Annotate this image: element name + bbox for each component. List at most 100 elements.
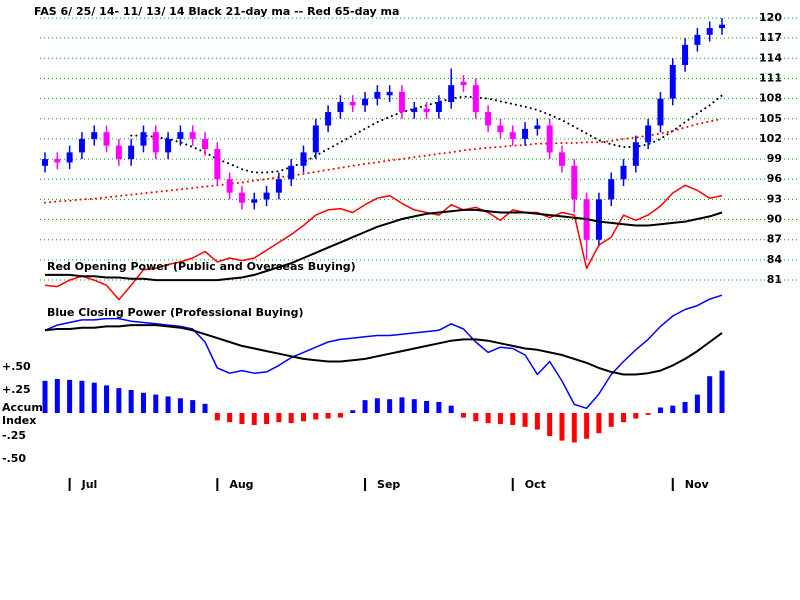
accum-bar [79, 380, 85, 413]
accum-bar [313, 413, 319, 420]
accum-bar [300, 413, 306, 422]
candle-body [91, 132, 98, 139]
y-tick-label: 84 [767, 253, 783, 266]
accum-bar [177, 398, 183, 413]
y-tick-label: 81 [767, 273, 782, 286]
candle-body [189, 132, 196, 139]
candle-body [620, 165, 627, 180]
candle-body [472, 85, 479, 113]
y-tick-label: +.25 [2, 383, 31, 396]
candle-body [103, 132, 110, 146]
candle-body [497, 125, 504, 133]
candle-body [669, 65, 676, 99]
accum-bar [227, 413, 233, 423]
accum-bar [522, 413, 528, 427]
y-tick-label: 96 [767, 172, 783, 185]
panel-title: Red Opening Power (Public and Overseas B… [47, 260, 356, 273]
accum-bar [497, 413, 503, 425]
x-tick-label: Jul [81, 478, 98, 491]
accum-bar [461, 413, 467, 418]
candle-body [300, 152, 307, 166]
y-tick-label: 117 [759, 31, 782, 44]
accum-bar [633, 413, 639, 419]
x-tick-label: Oct [525, 478, 546, 491]
accum-bar [140, 392, 146, 413]
candle-body [694, 34, 701, 45]
power-line [44, 324, 723, 376]
y-tick-label: 90 [767, 213, 783, 226]
x-tick-label: Nov [685, 478, 710, 491]
candle-body [411, 108, 418, 113]
accum-bar [337, 413, 343, 418]
y-tick-label: 114 [759, 51, 782, 64]
accum-bar [350, 410, 356, 413]
y-tick-label: 111 [759, 71, 782, 84]
candle-body [263, 192, 270, 200]
candle-body [238, 192, 245, 203]
y-tick-label: 87 [767, 233, 782, 246]
moving-average [44, 117, 723, 204]
x-tick-label: Aug [229, 478, 253, 491]
candle-body [325, 112, 332, 126]
candle-body [177, 132, 184, 139]
accum-bar [719, 370, 725, 413]
candle-body [288, 165, 295, 180]
candle-body [509, 132, 516, 139]
accum-bar [485, 413, 491, 424]
accum-bar [510, 413, 516, 425]
accum-bar [436, 401, 442, 413]
candle-body [152, 132, 159, 153]
y-tick-label: 99 [767, 152, 782, 165]
y-tick-label: 93 [767, 192, 782, 205]
y-axis-label: Accum [2, 401, 43, 414]
candle-body [349, 101, 356, 106]
candle-body [448, 85, 455, 102]
candle-body [66, 152, 73, 163]
y-tick-label: +.50 [2, 360, 31, 373]
accum-bar [411, 399, 417, 413]
candle-body [546, 125, 553, 153]
y-tick-label: -.25 [2, 429, 26, 442]
power-line [44, 294, 723, 410]
power-line [45, 208, 723, 282]
accum-bar [214, 413, 220, 421]
y-tick-label: 105 [759, 112, 782, 125]
chart-title: FAS 6/ 25/ 14- 11/ 13/ 14 Black 21-day m… [34, 5, 399, 18]
accum-bar [399, 397, 405, 413]
accum-bar [362, 400, 368, 413]
accum-bar [682, 401, 688, 413]
candle-body [202, 138, 209, 149]
accum-bar [571, 413, 577, 443]
candle-body [645, 125, 652, 143]
accum-bar [42, 380, 48, 413]
accum-bar [190, 400, 196, 413]
candle-body [312, 125, 319, 153]
candle-body [632, 142, 639, 166]
y-tick-label: 120 [759, 11, 782, 24]
candle-body [485, 112, 492, 126]
accum-bar [165, 396, 171, 413]
accum-bar [288, 413, 294, 424]
candle-body [657, 98, 664, 126]
candle-body [362, 98, 369, 106]
candle-body [214, 149, 221, 180]
accum-bar [104, 385, 110, 413]
accum-bar [707, 376, 713, 413]
candle-body [42, 159, 48, 166]
candle-body [165, 138, 172, 153]
candle-body [337, 101, 344, 113]
accum-bar [424, 401, 430, 413]
candle-body [435, 101, 442, 113]
y-tick-label: -.50 [2, 452, 26, 465]
accum-bar [621, 413, 627, 423]
accum-bar [239, 413, 245, 425]
accum-bar [534, 413, 540, 430]
y-tick-label: 102 [759, 132, 782, 145]
accum-bar [657, 407, 663, 413]
accum-bar [54, 378, 60, 413]
accum-bar [547, 413, 553, 436]
panel-title: Blue Closing Power (Professional Buying) [47, 306, 304, 319]
candle-body [374, 91, 381, 99]
candle-body [558, 152, 565, 166]
